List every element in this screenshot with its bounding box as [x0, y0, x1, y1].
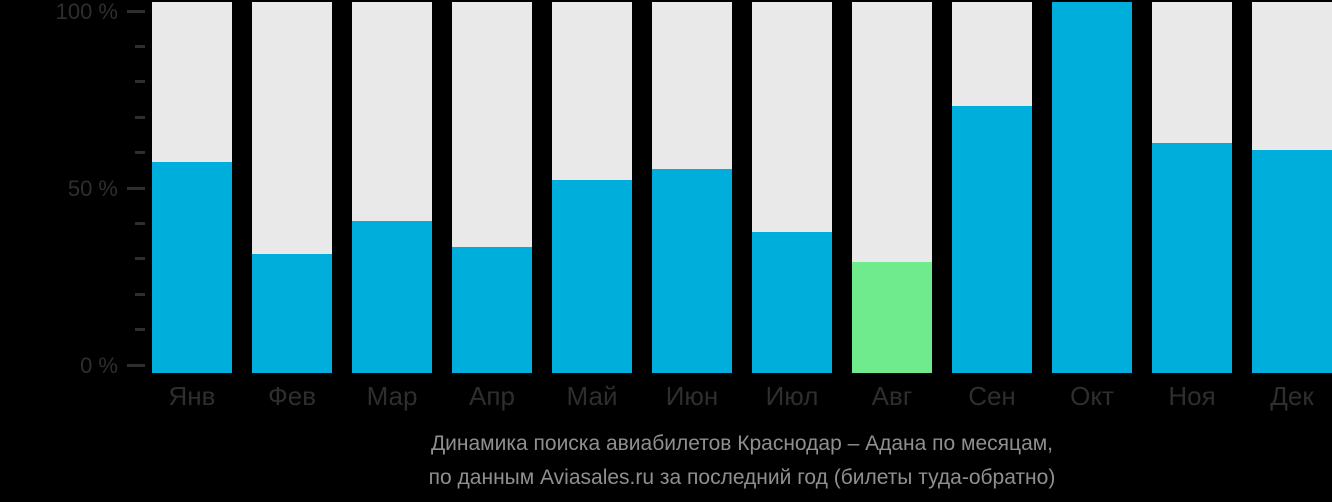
bar-column: Июн — [652, 2, 732, 411]
x-tick-label: Ноя — [1168, 381, 1216, 411]
x-tick-label: Авг — [871, 381, 913, 411]
bar-column: Сен — [952, 2, 1032, 411]
plot-area: Янв Фев Мар Апр Май Июн Июл Авг Сен Окт Ноя Дек — [152, 2, 1332, 411]
y-axis-tick — [135, 151, 145, 154]
x-tick-label: Дек — [1270, 381, 1314, 411]
bar — [1152, 143, 1232, 373]
y-axis-tick — [127, 10, 145, 13]
bar — [252, 254, 332, 373]
x-tick-label: Фев — [267, 381, 317, 411]
y-axis-tick-label: 50 % — [67, 176, 118, 201]
bar — [652, 169, 732, 373]
bar-column: Мар — [352, 2, 432, 411]
x-tick-label: Сен — [968, 381, 1016, 411]
y-axis-tick — [127, 187, 145, 190]
bar-column: Апр — [452, 2, 532, 411]
y-axis: 0 % 50 % 100 % — [0, 0, 152, 378]
chart-title: Динамика поиска авиабилетов Краснодар – … — [430, 432, 1054, 455]
x-tick-label: Июн — [665, 381, 719, 411]
bar — [752, 232, 832, 373]
bar — [1052, 2, 1132, 373]
y-axis-tick — [135, 222, 145, 225]
y-axis-tick-label: 100 % — [55, 0, 118, 24]
y-axis-tick — [135, 45, 145, 48]
bar — [552, 180, 632, 373]
x-tick-label: Мар — [366, 381, 418, 411]
bar-column: Июл — [752, 2, 832, 411]
bar-column: Авг — [852, 2, 932, 411]
x-tick-label: Май — [566, 381, 618, 411]
y-axis-tick-label: 0 % — [80, 353, 118, 378]
chart-caption: Динамика поиска авиабилетов Краснодар – … — [152, 427, 1332, 495]
bar — [452, 247, 532, 373]
bar-column: Янв — [152, 2, 232, 411]
bar — [1252, 150, 1332, 373]
x-tick-label: Июл — [765, 381, 819, 411]
x-tick-label: Апр — [469, 381, 515, 411]
chart-subtitle: по данным Aviasales.ru за последний год … — [428, 466, 1056, 489]
bar — [352, 221, 432, 373]
y-axis-tick — [135, 116, 145, 119]
x-tick-label: Янв — [168, 381, 216, 411]
bar-highlighted — [852, 262, 932, 373]
x-tick-label: Окт — [1070, 381, 1114, 411]
bar — [952, 106, 1032, 373]
bar-column: Ноя — [1152, 2, 1232, 411]
y-axis-tick — [127, 364, 145, 367]
bar-column: Май — [552, 2, 632, 411]
y-axis-tick — [135, 293, 145, 296]
y-axis-tick — [135, 257, 145, 260]
bar-column: Фев — [252, 2, 332, 411]
y-axis-tick — [135, 328, 145, 331]
bar-column: Дек — [1252, 2, 1332, 411]
y-axis-tick — [135, 80, 145, 83]
bar — [152, 162, 232, 373]
bar-column: Окт — [1052, 2, 1132, 411]
